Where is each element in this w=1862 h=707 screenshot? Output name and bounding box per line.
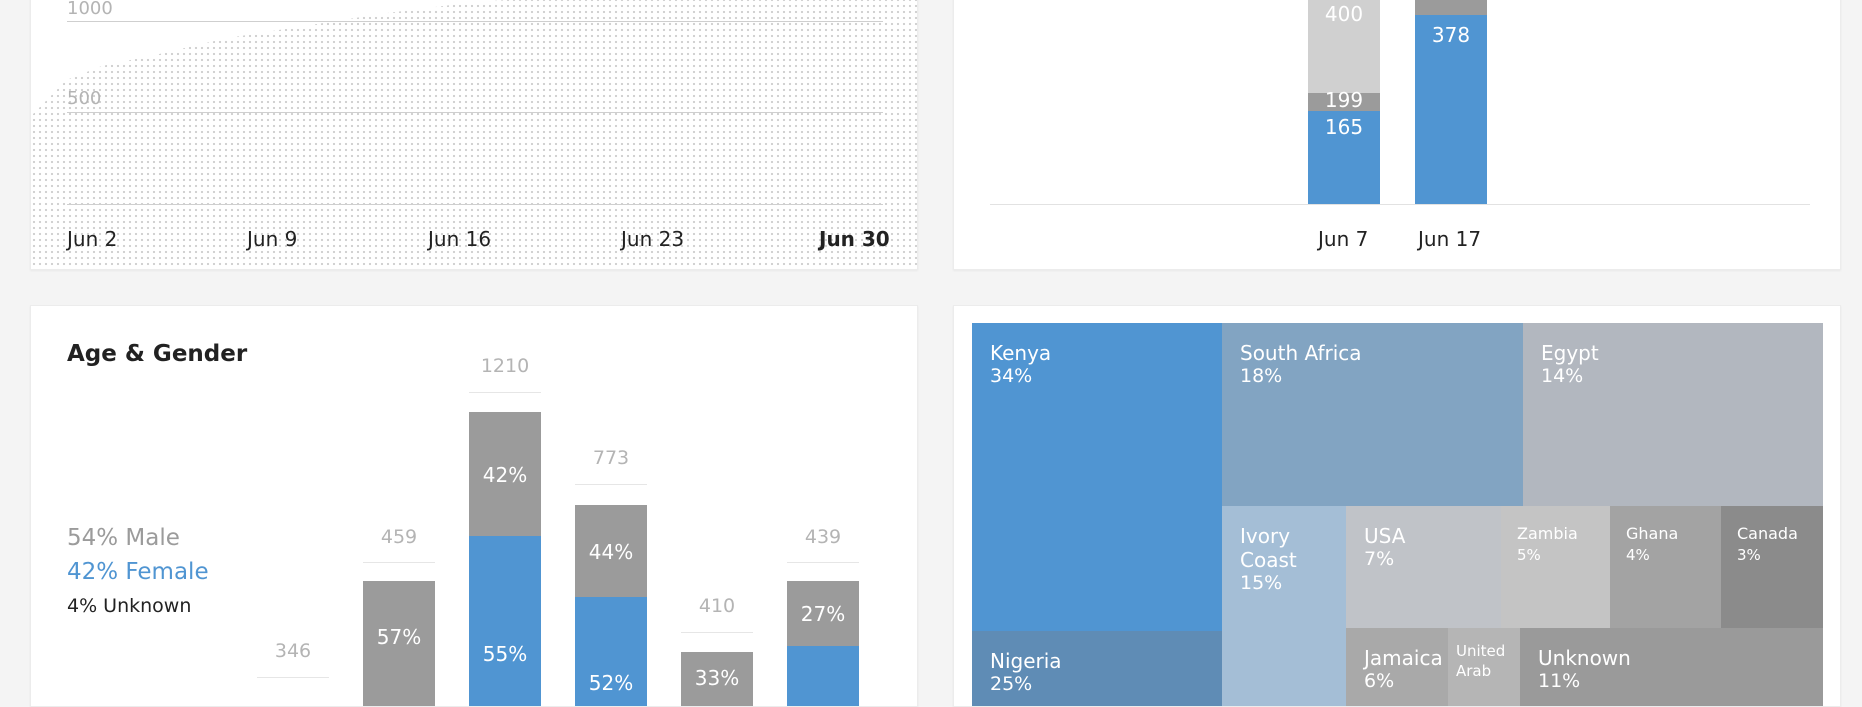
tile-kenya-name: Kenya [990, 341, 1052, 365]
bar-1-total-line [257, 677, 329, 678]
bar-3-pct-bottom: 55% [482, 642, 528, 666]
tile-usa-pct: 7% [1364, 548, 1395, 570]
bar-jun7-segment-light[interactable]: 400 [1308, 0, 1380, 93]
tile-south-africa-pct: 18% [1240, 365, 1283, 387]
x-tick-jun-16: Jun 16 [428, 227, 492, 251]
bar-1-total: 346 [274, 640, 312, 662]
bar-2-segment-gray[interactable]: 57% [363, 581, 435, 706]
tile-unknown[interactable]: Unknown 11% [1520, 628, 1823, 706]
tile-unknown-name: Unknown [1538, 646, 1631, 670]
tile-usa-name: USA [1364, 524, 1406, 548]
tile-zambia-name: Zambia [1517, 524, 1578, 543]
legend-unknown: 4% Unknown [67, 595, 192, 617]
bar-5-total-line [681, 632, 753, 633]
bar-jun7-value-400: 400 [1324, 2, 1364, 26]
x-tick-jun-7: Jun 7 [1318, 227, 1369, 251]
tile-united-arab-name: United Arab [1456, 642, 1506, 680]
x-axis-line [67, 204, 883, 205]
tile-united-arab[interactable]: United Arab [1448, 628, 1520, 706]
tile-canada[interactable]: Canada 3% [1721, 506, 1823, 628]
tile-ghana[interactable]: Ghana 4% [1610, 506, 1721, 628]
y-tick-1000: 1000 [67, 0, 113, 19]
bar-6-total: 439 [804, 526, 842, 548]
x-tick-jun-17: Jun 17 [1418, 227, 1482, 251]
tile-ivory-coast[interactable]: Ivory Coast 15% [1222, 506, 1346, 706]
tile-ivory-coast-name: Ivory Coast [1240, 524, 1297, 572]
bar-4-total-line [575, 484, 647, 485]
legend-female: 42% Female [67, 559, 209, 585]
bar-4-total: 773 [592, 447, 630, 469]
bar-jun7-segment-blue[interactable]: 165 [1308, 111, 1380, 204]
bar-3-segment-gray[interactable]: 42% [469, 412, 541, 536]
y-tick-500: 500 [67, 88, 102, 109]
tile-egypt-pct: 14% [1541, 365, 1584, 387]
bar-3-pct-top: 42% [482, 463, 528, 487]
tile-south-africa[interactable]: South Africa 18% [1222, 323, 1523, 506]
tile-kenya-pct: 34% [990, 365, 1033, 387]
legend-male: 54% Male [67, 525, 180, 551]
bar-jun17-value-378: 378 [1431, 23, 1471, 47]
bar-3-total-line [469, 392, 541, 393]
x-tick-jun-23: Jun 23 [621, 227, 685, 251]
bar-6-segment-gray[interactable]: 27% [787, 581, 859, 646]
tile-ghana-pct: 4% [1626, 546, 1650, 564]
bar-2-total-line [363, 562, 435, 563]
age-gender-card: Age & Gender 54% Male 42% Female 4% Unkn… [30, 305, 918, 707]
card-title: Age & Gender [67, 341, 248, 367]
tile-nigeria[interactable]: Nigeria 25% [972, 631, 1222, 706]
bar-2-total: 459 [380, 526, 418, 548]
tile-ghana-name: Ghana [1626, 524, 1679, 543]
country-treemap-card: Kenya 34% South Africa 18% Egypt 14% Ivo… [953, 305, 1841, 707]
tile-egypt[interactable]: Egypt 14% [1523, 323, 1823, 506]
bar-jun7-segment-gray[interactable]: 199 [1308, 88, 1380, 112]
stacked-bar-chart-card: 400 199 165 378 Jun 7 Jun 17 [953, 0, 1841, 270]
bar-2-pct-top: 57% [376, 625, 422, 649]
bar-4-pct-top: 44% [588, 540, 634, 564]
bar-jun7-value-165: 165 [1324, 115, 1364, 139]
tile-jamaica-name: Jamaica [1364, 646, 1443, 670]
tile-zambia-pct: 5% [1517, 546, 1541, 564]
tile-south-africa-name: South Africa [1240, 341, 1362, 365]
bar-4-segment-gray[interactable]: 44% [575, 505, 647, 597]
bar-6-total-line [787, 562, 859, 563]
x-axis-line [990, 204, 1810, 205]
x-tick-jun-30: Jun 30 [819, 227, 890, 251]
tile-nigeria-pct: 25% [990, 673, 1033, 695]
bar-6-pct-top: 27% [800, 602, 846, 626]
bar-5-segment-gray[interactable]: 33% [681, 652, 753, 706]
tile-kenya[interactable]: Kenya 34% [972, 323, 1222, 631]
tile-nigeria-name: Nigeria [990, 649, 1062, 673]
bar-jun7-value-199: 199 [1324, 88, 1364, 112]
bar-3-segment-blue[interactable]: 55% [469, 536, 541, 706]
bar-jun17-segment-gray[interactable] [1415, 0, 1487, 15]
x-tick-jun-9: Jun 9 [247, 227, 298, 251]
tile-canada-pct: 3% [1737, 546, 1761, 564]
reach-chart-card: 1000 500 Jun 2 Jun 9 Jun 16 Jun 23 Jun 3… [30, 0, 918, 270]
tile-jamaica-pct: 6% [1364, 670, 1395, 692]
bar-4-segment-blue[interactable]: 52% [575, 597, 647, 706]
tile-zambia[interactable]: Zambia 5% [1501, 506, 1610, 628]
tile-ivory-coast-pct: 15% [1240, 572, 1283, 594]
tile-egypt-name: Egypt [1541, 341, 1599, 365]
x-tick-jun-2: Jun 2 [67, 227, 118, 251]
gridline-1000 [67, 21, 883, 22]
tile-unknown-pct: 11% [1538, 670, 1581, 692]
bar-jun17-segment-blue[interactable]: 378 [1415, 15, 1487, 204]
bar-5-total: 410 [698, 595, 736, 617]
tile-usa[interactable]: USA 7% [1346, 506, 1501, 628]
bar-5-pct-top: 33% [694, 666, 740, 690]
tile-jamaica[interactable]: Jamaica 6% [1346, 628, 1448, 706]
tile-canada-name: Canada [1737, 524, 1798, 543]
gridline-500 [67, 112, 883, 113]
bar-6-segment-blue[interactable] [787, 646, 859, 706]
bar-3-total: 1210 [480, 355, 530, 377]
bar-4-pct-bottom: 52% [588, 671, 634, 695]
